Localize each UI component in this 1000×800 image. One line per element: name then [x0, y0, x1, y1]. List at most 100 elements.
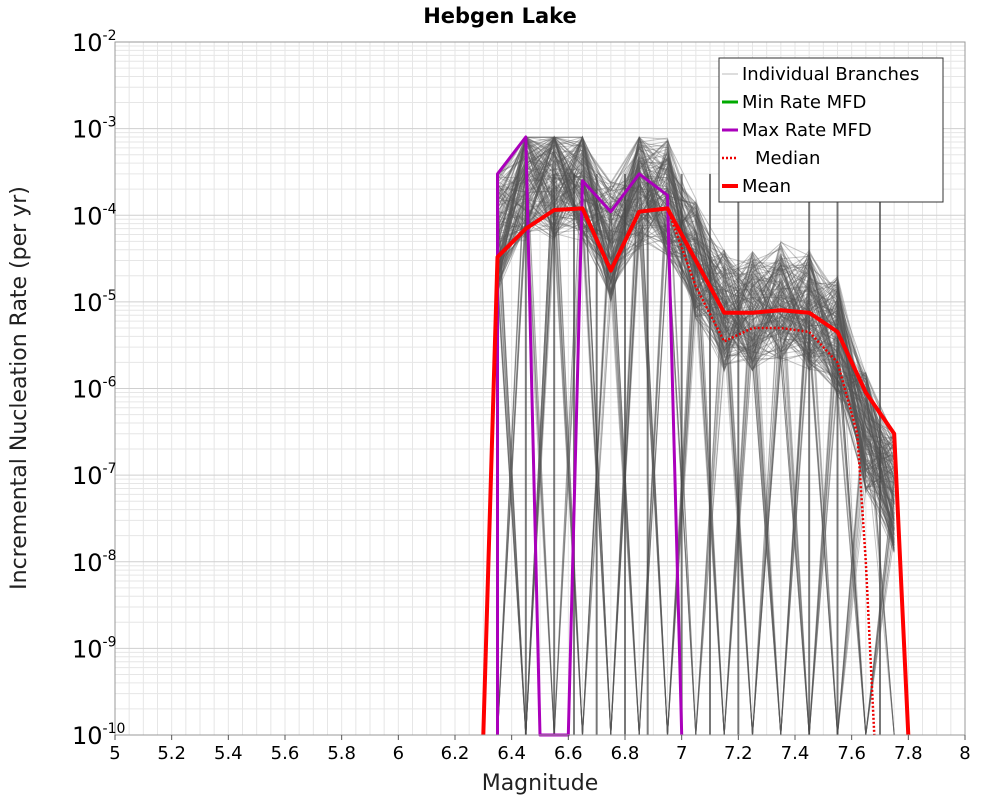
branch-line	[497, 136, 895, 451]
branch-line	[497, 140, 895, 736]
branch-line	[497, 151, 895, 520]
branch-line	[497, 149, 895, 542]
x-axis-label: Magnitude	[482, 771, 599, 796]
branch-line	[497, 136, 895, 736]
branch-line	[497, 157, 895, 437]
branch-line	[497, 145, 895, 736]
branch-line	[497, 135, 895, 547]
branch-line	[497, 161, 895, 736]
branch-line	[497, 184, 895, 477]
branch-line	[497, 153, 895, 736]
branch-line	[497, 136, 895, 736]
branch-line	[497, 154, 895, 470]
branch-line	[497, 135, 895, 502]
branch-line	[497, 136, 895, 480]
branch-line	[497, 135, 895, 477]
branch-line	[497, 145, 895, 461]
plot-frame	[114, 41, 966, 736]
branch-line	[497, 135, 895, 736]
y-tick-label: 10-2	[72, 28, 117, 57]
y-tick-label: 10-6	[72, 375, 117, 404]
branch-line	[497, 136, 895, 489]
x-tick-label: 6.8	[611, 743, 640, 764]
branch-line	[497, 136, 895, 466]
branch-line	[497, 136, 895, 736]
x-tick-label: 8	[959, 743, 970, 764]
branch-line	[497, 136, 895, 736]
branch-line	[497, 136, 895, 736]
branch-line	[497, 136, 895, 476]
branch-line	[497, 149, 895, 736]
y-tick-label: 10-9	[72, 634, 117, 663]
branch-line	[497, 135, 895, 736]
branch-line	[497, 156, 895, 460]
branch-line	[497, 138, 895, 736]
branch-line	[497, 152, 895, 736]
branch-line	[497, 151, 895, 736]
branch-line	[497, 165, 895, 540]
y-tick-label: 10-3	[72, 115, 117, 144]
branch-line	[497, 135, 895, 500]
branch-line	[497, 136, 895, 736]
branch-line	[497, 136, 895, 736]
branch-line	[497, 147, 895, 504]
y-tick-label: 10-4	[72, 201, 117, 230]
branch-line	[497, 135, 895, 447]
branch-line	[497, 176, 895, 479]
branch-line	[497, 145, 895, 497]
branch-line	[497, 177, 895, 736]
branch-line	[497, 136, 895, 482]
branch-line	[497, 136, 895, 736]
branch-line	[497, 195, 895, 736]
branch-line	[497, 136, 895, 525]
x-tick-label: 5.2	[157, 743, 186, 764]
branch-line	[497, 171, 895, 736]
branch-line	[497, 138, 895, 736]
branch-line	[497, 148, 895, 736]
branch-line	[497, 170, 895, 468]
branch-line	[497, 139, 895, 475]
branch-line	[497, 136, 895, 473]
x-tick-label: 5.4	[214, 743, 243, 764]
branch-line	[497, 154, 895, 736]
branch-line	[497, 142, 895, 736]
branch-line	[497, 137, 895, 492]
branch-line	[497, 135, 895, 736]
legend-label-branches: Individual Branches	[742, 64, 919, 85]
branch-line	[497, 151, 895, 736]
branch-line	[497, 135, 895, 736]
branch-line	[497, 158, 895, 736]
branch-line	[497, 136, 895, 472]
branch-line	[497, 153, 895, 736]
branch-line	[497, 136, 895, 736]
branch-line	[497, 190, 895, 469]
branch-line	[497, 135, 895, 492]
branch-line	[497, 136, 895, 736]
branch-line	[497, 148, 895, 485]
branch-line	[497, 138, 895, 736]
branch-line	[497, 139, 895, 493]
branch-line	[497, 184, 895, 736]
y-tick-label: 10-8	[72, 548, 117, 577]
x-tick-label: 5	[109, 743, 120, 764]
branch-line	[497, 154, 895, 736]
branch-line	[497, 196, 895, 736]
branch-line	[497, 143, 895, 553]
branch-line	[497, 137, 895, 736]
branch-line	[497, 198, 895, 736]
branch-line	[497, 161, 895, 736]
legend: Individual Branches Min Rate MFD Max Rate …	[718, 57, 944, 203]
branch-line	[497, 149, 895, 736]
branch-line	[497, 171, 895, 736]
branch-line	[497, 182, 895, 736]
branch-line	[497, 137, 895, 736]
branch-line	[497, 135, 895, 736]
branch-line	[497, 136, 895, 736]
branch-line	[497, 146, 895, 736]
branch-line	[497, 136, 895, 462]
branch-line	[497, 136, 895, 536]
branch-line	[497, 147, 895, 520]
legend-label-mean: Mean	[742, 176, 791, 197]
x-tick-label: 7.2	[724, 743, 753, 764]
x-tick-label: 6.4	[497, 743, 526, 764]
